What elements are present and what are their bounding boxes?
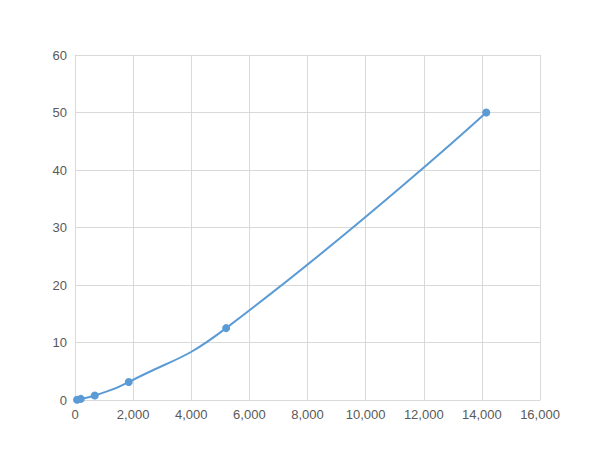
svg-text:0: 0 <box>71 407 78 422</box>
svg-text:0: 0 <box>60 393 67 408</box>
svg-text:40: 40 <box>53 163 67 178</box>
svg-text:14,000: 14,000 <box>462 407 502 422</box>
svg-text:2,000: 2,000 <box>117 407 150 422</box>
svg-text:20: 20 <box>53 278 67 293</box>
svg-text:4,000: 4,000 <box>175 407 208 422</box>
svg-text:50: 50 <box>53 105 67 120</box>
svg-text:12,000: 12,000 <box>404 407 444 422</box>
svg-text:10,000: 10,000 <box>346 407 386 422</box>
svg-text:30: 30 <box>53 220 67 235</box>
svg-text:8,000: 8,000 <box>291 407 324 422</box>
svg-text:10: 10 <box>53 335 67 350</box>
svg-text:6,000: 6,000 <box>233 407 266 422</box>
svg-text:60: 60 <box>53 48 67 63</box>
svg-text:16,000: 16,000 <box>520 407 560 422</box>
